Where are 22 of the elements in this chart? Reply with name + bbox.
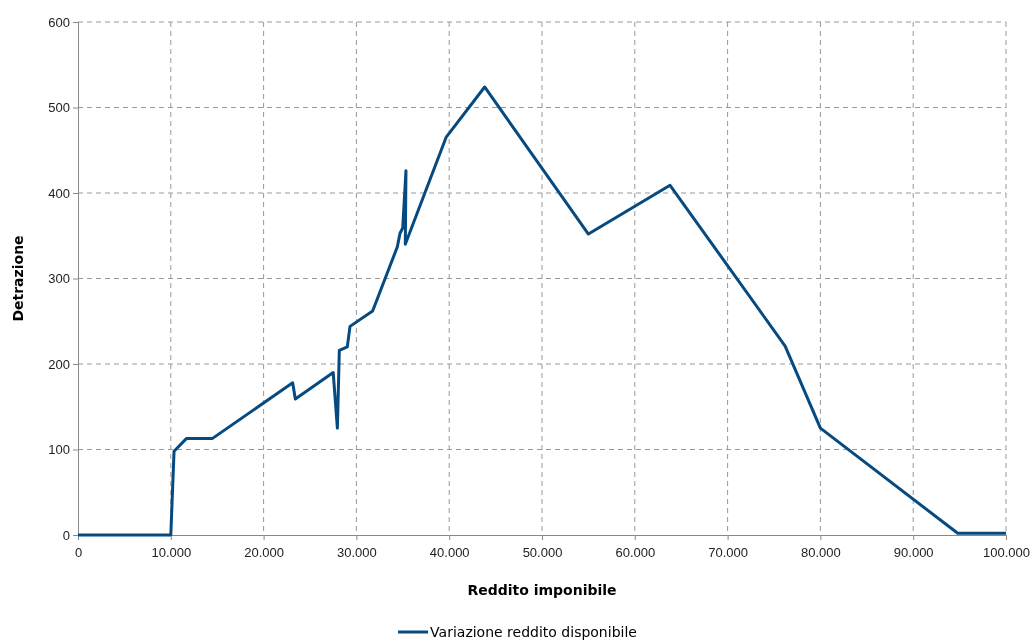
x-tick-label: 40.000 xyxy=(429,545,470,561)
x-tick-label: 30.000 xyxy=(337,545,377,561)
legend-label: Variazione reddito disponibile xyxy=(430,624,637,640)
y-tick-label: 500 xyxy=(48,100,70,116)
x-tick-label: 100.000 xyxy=(983,545,1030,561)
y-tick-label: 100 xyxy=(48,442,70,458)
y-tick-label: 0 xyxy=(62,527,70,543)
x-tick-label: 20.000 xyxy=(244,545,284,561)
x-axis-title: Reddito imponibile xyxy=(467,582,617,598)
y-tick-label: 300 xyxy=(48,271,70,287)
x-tick-label: 0 xyxy=(74,545,83,561)
y-axis-title: Detrazione xyxy=(10,235,26,322)
x-tick-label: 10.000 xyxy=(151,545,192,561)
y-tick-label: 600 xyxy=(48,14,70,30)
x-tick-label: 60.000 xyxy=(615,545,656,561)
y-tick-label: 400 xyxy=(48,185,70,201)
x-tick-label: 70.000 xyxy=(708,545,748,561)
x-tick-label: 90.000 xyxy=(893,545,934,561)
x-tick-label: 50.000 xyxy=(522,545,563,561)
line-series xyxy=(76,85,1008,537)
x-tick-label: 80.000 xyxy=(801,545,841,561)
y-tick-label: 200 xyxy=(48,356,70,372)
